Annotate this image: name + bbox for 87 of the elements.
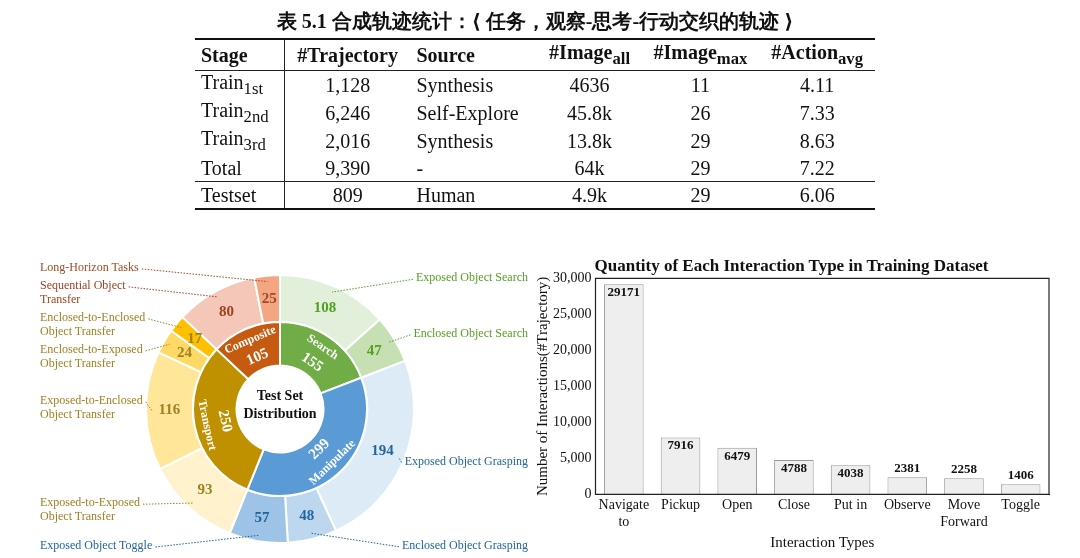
text: 9,390	[324, 155, 372, 181]
data-label: 24	[177, 343, 193, 360]
text: Human	[410, 181, 538, 209]
text: -	[415, 155, 425, 181]
category-label: #Action$_{avg}$	[770, 40, 864, 70]
text: 表 5.1 合成轨迹统计：⟨ 任务，观察-思考-行动交织的轨迹 ⟩	[275, 9, 795, 34]
data-label: 1406	[1007, 467, 1035, 483]
text: Test Set Distribution	[242, 387, 318, 423]
text: Train$_{1st}$	[195, 70, 285, 99]
category-label: #Image$_{max}$	[652, 40, 749, 70]
text: 4.9k	[537, 181, 642, 209]
text: 13.8k	[566, 128, 614, 154]
data-label: 2258	[950, 461, 978, 476]
x-tick-label: Move Forward	[940, 497, 988, 530]
category-label: #Image$_{all}$	[548, 40, 632, 70]
x-tick-label: Observe	[883, 497, 931, 513]
data-label: 108	[313, 298, 337, 315]
x-tick-label: Close	[777, 497, 810, 513]
x-tick-label: Pickup	[661, 497, 700, 513]
y-tick-label: 0	[584, 486, 592, 502]
text: 6,246	[324, 100, 372, 126]
text: 64k	[573, 155, 606, 181]
data-label: 4788	[780, 459, 808, 475]
category-label: Stage	[195, 39, 285, 71]
slice-label: Enclosed-to-Exposed Object Transfer	[40, 342, 143, 371]
text: 26	[689, 100, 712, 126]
text: 809	[284, 181, 411, 209]
data-label: 57	[254, 508, 271, 525]
y-axis-title: Number of Interactions(#Trajectory)	[533, 276, 551, 497]
text: 7.33	[798, 100, 836, 126]
text: 7.22	[798, 155, 836, 181]
text: 29	[641, 181, 760, 209]
x-tick-label: Open	[722, 497, 753, 513]
data-label: 2381	[894, 460, 921, 476]
data-label: 7916	[667, 437, 695, 453]
y-tick-label: 30,000	[553, 270, 592, 286]
text: 8.63	[798, 128, 836, 154]
text: Train$_{3rd}$	[195, 127, 285, 155]
slice-label: Long-Horizon Tasks	[40, 260, 139, 275]
text: Synthesis	[415, 72, 495, 99]
slice-label: Exposed-to-Exposed Object Transfer	[40, 495, 140, 524]
category-label: #Trajectory	[296, 42, 399, 69]
text: 4636	[568, 72, 611, 98]
text: 6.06	[759, 181, 875, 209]
x-tick-label: Toggle	[1001, 497, 1040, 513]
x-axis-title: Interaction Types	[770, 533, 875, 550]
slice-label: Enclosed-to-Enclosed Object Transfer	[40, 310, 146, 339]
data-label: 250	[215, 408, 237, 434]
data-label: 47	[366, 342, 383, 359]
slice-label: Exposed Object Search	[416, 270, 528, 285]
y-tick-label: 20,000	[553, 342, 592, 358]
data-label: 116	[158, 401, 181, 418]
text: 4.11	[799, 72, 836, 98]
text: Train$_{2nd}$	[195, 99, 285, 127]
slice-label: Enclosed Object Search	[413, 326, 528, 340]
slice-label: Exposed-to-Enclosed Object Transfer	[40, 392, 143, 421]
y-tick-label: 10,000	[553, 414, 592, 430]
chart-title: Quantity of Each Interaction Type in Training Dataset	[594, 255, 989, 275]
slice-label: Enclosed Object Grasping	[402, 537, 528, 552]
text: 1,128	[324, 72, 372, 98]
data-label: 48	[299, 507, 315, 524]
y-tick-label: 25,000	[553, 306, 592, 322]
slice-label: Exposed Object Toggle	[40, 538, 153, 553]
data-label: 17	[187, 329, 203, 346]
text: 11	[689, 72, 711, 98]
y-tick-label: 15,000	[553, 378, 592, 394]
y-tick-label: 5,000	[560, 450, 592, 466]
x-tick-label: Put in	[834, 497, 868, 513]
text: Testset	[195, 181, 285, 209]
text: Synthesis	[415, 128, 495, 155]
slice-label: Exposed Object Grasping	[404, 453, 528, 468]
data-label: 194	[371, 441, 395, 458]
text: 29	[689, 128, 712, 154]
category-label: Source	[415, 42, 476, 68]
text: 45.8k	[566, 100, 614, 126]
text: Self-Explore	[415, 100, 520, 127]
text: Total	[195, 155, 285, 182]
data-label: 4038	[837, 465, 865, 481]
data-label: 6479	[724, 447, 751, 463]
slice-label: Sequential Object Transfer	[40, 278, 127, 307]
data-label: 93	[197, 481, 213, 498]
data-label: 29171	[607, 284, 641, 300]
text: 2,016	[324, 128, 372, 154]
data-label: 25	[261, 289, 277, 306]
x-tick-label: Navigate to	[598, 497, 650, 530]
data-label: 80	[219, 303, 235, 320]
text: 29	[689, 155, 712, 181]
